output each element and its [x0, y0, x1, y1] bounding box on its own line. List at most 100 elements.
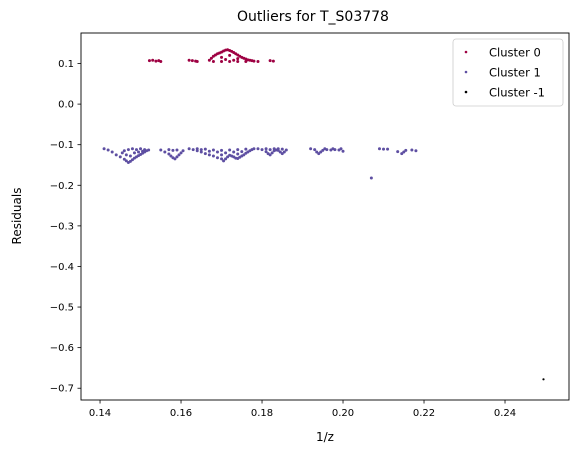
- data-point: [215, 156, 219, 160]
- data-point: [377, 147, 381, 151]
- data-point: [220, 59, 224, 63]
- data-point: [163, 150, 167, 154]
- data-point: [260, 148, 264, 152]
- data-point: [211, 148, 215, 152]
- data-point: [203, 152, 207, 156]
- plot-area-frame: [80, 32, 570, 401]
- data-point: [128, 159, 132, 163]
- data-point: [187, 147, 191, 151]
- data-point: [386, 147, 390, 151]
- data-point: [226, 155, 230, 159]
- data-point: [276, 147, 280, 151]
- data-point: [256, 59, 260, 63]
- data-point: [124, 153, 128, 157]
- data-point: [280, 152, 284, 156]
- data-point: [130, 147, 134, 151]
- data-point: [209, 56, 213, 60]
- data-point: [128, 154, 132, 158]
- data-point: [268, 59, 272, 63]
- data-point: [232, 150, 236, 154]
- data-point: [181, 149, 185, 153]
- data-point: [224, 157, 228, 161]
- data-point: [141, 149, 145, 153]
- data-point: [195, 59, 199, 63]
- data-point: [268, 148, 272, 152]
- data-point: [173, 157, 177, 161]
- data-point: [167, 148, 171, 152]
- x-tick-label: 0.22: [413, 408, 435, 419]
- y-axis-label: Residuals: [10, 188, 24, 245]
- data-point: [282, 150, 286, 154]
- y-axis: 0.1 0.0 −0.1 −0.2 −0.3 −0.4 −0.5 −0.6 −0.7: [50, 59, 81, 395]
- data-point: [175, 155, 179, 159]
- data-point: [134, 148, 138, 152]
- data-point: [203, 147, 207, 151]
- legend-label: Cluster 0: [489, 46, 541, 60]
- y-tick-label: −0.2: [50, 181, 74, 192]
- data-point: [169, 154, 173, 158]
- data-point: [228, 148, 232, 152]
- data-point: [236, 57, 240, 61]
- data-point: [542, 378, 545, 381]
- data-point: [147, 59, 151, 63]
- data-point: [315, 150, 319, 154]
- data-point: [264, 147, 268, 151]
- x-tick-label: 0.18: [251, 408, 273, 419]
- data-point: [220, 55, 224, 59]
- data-point: [199, 148, 203, 152]
- data-point: [414, 149, 418, 153]
- data-point: [268, 153, 272, 157]
- data-point: [236, 59, 240, 63]
- data-point: [110, 150, 114, 154]
- data-point: [271, 59, 275, 63]
- data-point: [122, 157, 126, 161]
- legend-marker: [464, 50, 468, 54]
- data-point: [220, 157, 224, 161]
- legend-frame: [452, 38, 564, 107]
- data-point: [321, 148, 325, 152]
- data-point: [244, 59, 248, 63]
- data-point: [199, 150, 203, 154]
- data-point: [242, 153, 246, 157]
- data-point: [240, 150, 244, 154]
- data-point: [410, 148, 414, 152]
- y-tick-label: 0.1: [58, 59, 74, 70]
- y-tick-label: −0.3: [50, 221, 74, 232]
- data-point: [270, 151, 274, 155]
- legend-marker: [464, 70, 468, 74]
- x-tick-label: 0.16: [170, 408, 192, 419]
- data-point: [177, 153, 181, 157]
- x-axis-label: 1/z: [316, 430, 334, 444]
- points-layer: [102, 48, 545, 381]
- data-point: [341, 149, 345, 153]
- legend-marker: [464, 90, 468, 94]
- data-point: [147, 148, 151, 152]
- data-point: [151, 58, 155, 62]
- data-point: [159, 148, 163, 152]
- data-point: [195, 147, 199, 151]
- data-point: [220, 153, 224, 157]
- data-point: [280, 147, 284, 151]
- data-point: [187, 58, 191, 62]
- x-tick-label: 0.24: [494, 408, 516, 419]
- data-point: [323, 147, 327, 151]
- data-point: [313, 148, 317, 152]
- data-point: [211, 154, 215, 158]
- data-point: [369, 176, 373, 180]
- data-point: [118, 155, 122, 159]
- data-point: [224, 151, 228, 155]
- y-tick-label: −0.1: [50, 140, 74, 151]
- data-point: [236, 152, 240, 156]
- data-point: [137, 150, 141, 154]
- data-point: [404, 148, 408, 152]
- data-point: [106, 148, 110, 152]
- data-point: [222, 159, 226, 163]
- legend-label: Cluster -1: [489, 86, 545, 100]
- data-point: [179, 151, 183, 155]
- data-point: [396, 150, 400, 154]
- data-point: [256, 147, 260, 151]
- data-point: [124, 159, 128, 163]
- data-point: [232, 58, 236, 62]
